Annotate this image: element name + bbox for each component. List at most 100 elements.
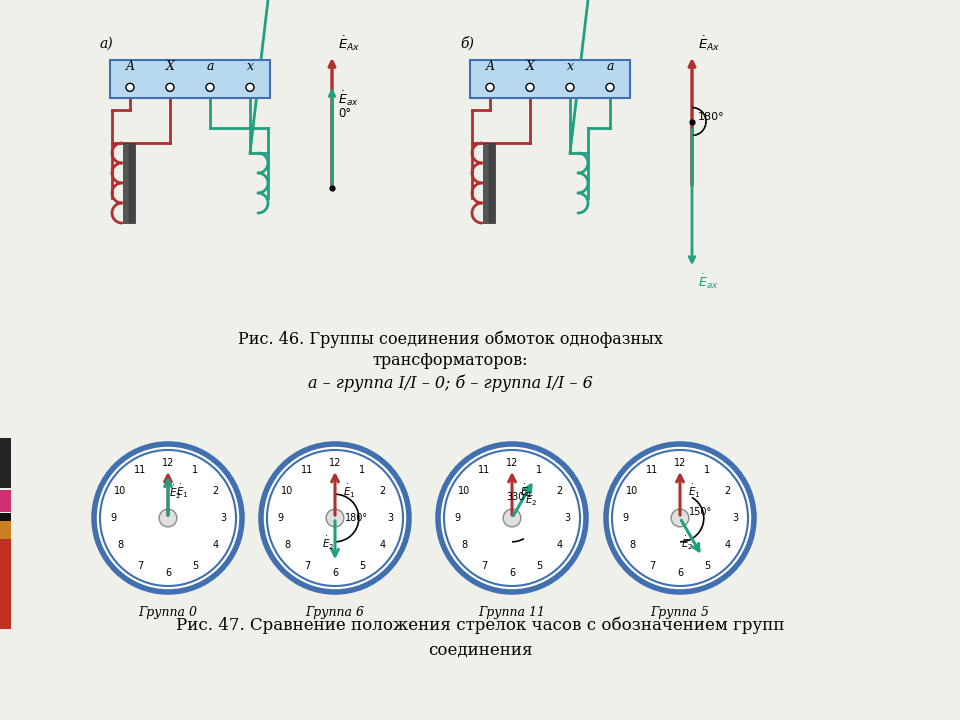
Circle shape [566,84,574,91]
Bar [0,490,11,512]
Text: 5: 5 [192,561,199,571]
Text: 6: 6 [332,568,338,578]
Circle shape [94,444,242,592]
Text: X: X [165,60,175,73]
Text: 3: 3 [564,513,570,523]
Bar [0,513,11,521]
Text: 3: 3 [220,513,226,523]
Bar [123,143,129,223]
Bar [110,60,270,98]
Bar [489,143,495,223]
Text: 2: 2 [379,485,386,495]
Text: $\dot{E}_{ax}$: $\dot{E}_{ax}$ [698,272,719,291]
Text: A: A [486,60,494,73]
Text: 0°: 0° [338,107,351,120]
Text: Рис. 46. Группы соединения обмоток однофазных: Рис. 46. Группы соединения обмоток одноф… [237,330,662,348]
Text: $\dot{E}_1$: $\dot{E}_1$ [520,482,533,500]
Circle shape [438,444,586,592]
Text: 9: 9 [110,513,116,523]
Text: 11: 11 [646,465,659,475]
Text: 2: 2 [557,485,563,495]
Text: 7: 7 [649,561,656,571]
Text: Группа 11: Группа 11 [478,606,545,619]
Text: а): а) [100,37,113,51]
Text: 6: 6 [509,568,516,578]
Circle shape [444,450,580,586]
Circle shape [503,509,521,527]
Text: Группа 0: Группа 0 [138,606,198,619]
Text: 4: 4 [212,541,219,551]
Text: 7: 7 [137,561,144,571]
Circle shape [486,84,494,91]
Text: $\dot{E}_{ax}$: $\dot{E}_{ax}$ [338,90,359,108]
Text: 5: 5 [705,561,710,571]
Circle shape [206,84,214,91]
Text: 8: 8 [462,541,468,551]
Text: A: A [126,60,134,73]
Bar [0,438,11,488]
Text: 6: 6 [677,568,684,578]
Circle shape [612,450,748,586]
Text: 8: 8 [117,541,124,551]
Text: $\dot{E}_1$: $\dot{E}_1$ [343,482,355,500]
Circle shape [326,509,344,527]
Text: 11: 11 [478,465,491,475]
Text: X: X [525,60,535,73]
Text: 1: 1 [537,465,542,475]
Text: Группа 5: Группа 5 [651,606,709,619]
Text: x: x [566,60,573,73]
Text: 3: 3 [732,513,738,523]
Text: 180°: 180° [345,513,368,523]
Text: Рис. 47. Сравнение положения стрелок часов с обозначением групп: Рис. 47. Сравнение положения стрелок час… [176,616,784,634]
Circle shape [671,509,689,527]
Bar [483,143,489,223]
Text: 12: 12 [506,458,518,468]
Text: 3: 3 [387,513,393,523]
Text: 7: 7 [304,561,311,571]
Text: 10: 10 [281,485,294,495]
Text: 150°: 150° [689,508,712,518]
Text: $\dot{E}_2$: $\dot{E}_2$ [322,535,334,552]
Circle shape [166,84,174,91]
Bar [0,539,11,629]
Text: 10: 10 [114,485,127,495]
Text: 10: 10 [626,485,638,495]
Text: 10: 10 [458,485,470,495]
Text: 5: 5 [359,561,366,571]
Text: Группа 6: Группа 6 [305,606,365,619]
Text: x: x [247,60,253,73]
Text: 12: 12 [674,458,686,468]
Circle shape [606,84,614,91]
Text: $\dot{E}_{Ax}$: $\dot{E}_{Ax}$ [338,35,360,53]
Text: соединения: соединения [428,642,532,659]
Text: 1: 1 [192,465,199,475]
Circle shape [606,444,754,592]
Text: 330°: 330° [506,492,529,503]
Text: 11: 11 [134,465,147,475]
Circle shape [159,509,177,527]
Text: $\dot{E}_2$: $\dot{E}_2$ [169,484,181,501]
Text: 4: 4 [557,541,563,551]
Text: $\dot{E}_{Ax}$: $\dot{E}_{Ax}$ [698,35,720,53]
Text: 1: 1 [359,465,366,475]
Text: 8: 8 [284,541,291,551]
Circle shape [267,450,403,586]
Text: 12: 12 [329,458,341,468]
Text: a – группа I/I – 0; б – группа I/I – 6: a – группа I/I – 0; б – группа I/I – 6 [307,374,592,392]
Text: 9: 9 [276,513,283,523]
Text: 9: 9 [454,513,460,523]
Circle shape [246,84,254,91]
Text: 9: 9 [622,513,628,523]
Circle shape [100,450,236,586]
Text: 12: 12 [162,458,174,468]
Text: трансформаторов:: трансформаторов: [372,352,528,369]
Bar [129,143,135,223]
Text: $\dot{E}_2$: $\dot{E}_2$ [681,535,693,552]
Text: 6: 6 [165,568,171,578]
Bar [470,60,630,98]
Text: 4: 4 [725,541,731,551]
Text: 1: 1 [705,465,710,475]
Text: $\dot{E}_1$: $\dot{E}_1$ [176,482,189,500]
Circle shape [526,84,534,91]
Text: 8: 8 [630,541,636,551]
